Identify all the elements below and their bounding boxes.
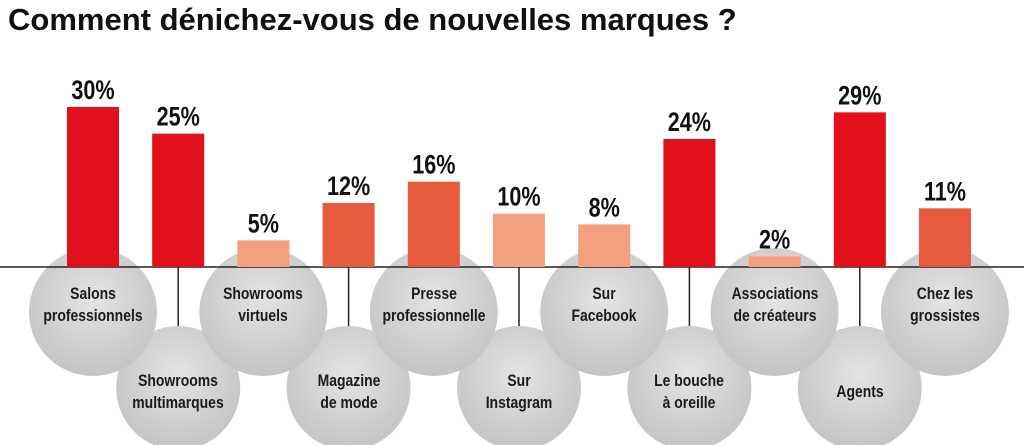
category-label: Magazine de mode bbox=[317, 371, 380, 412]
category-circle bbox=[29, 248, 157, 376]
category-label: Agents bbox=[836, 382, 884, 401]
bar bbox=[663, 139, 716, 267]
category-label: Salons professionnels bbox=[43, 284, 143, 325]
category-circle bbox=[369, 248, 498, 376]
category-label: Showrooms multimarques bbox=[132, 371, 224, 412]
category-circle bbox=[286, 326, 411, 445]
category-circle bbox=[540, 248, 669, 376]
category-circle bbox=[627, 326, 752, 445]
category-circle bbox=[881, 248, 1009, 376]
category-circle bbox=[797, 326, 922, 445]
value-label: 25% bbox=[157, 102, 200, 132]
category-label: Showrooms virtuels bbox=[223, 284, 304, 325]
value-label: 30% bbox=[71, 76, 114, 106]
bar bbox=[493, 213, 545, 267]
value-label: 11% bbox=[924, 177, 966, 207]
value-label: 16% bbox=[412, 150, 455, 180]
category-label: Chez les grossistes bbox=[910, 284, 980, 325]
bar bbox=[322, 203, 375, 267]
value-label: 5% bbox=[248, 209, 279, 239]
category-circle bbox=[710, 248, 839, 376]
category-label: Sur Instagram bbox=[485, 371, 553, 412]
chart-title: Comment dénichez-vous de nouvelles marqu… bbox=[8, 2, 737, 37]
bar bbox=[919, 208, 971, 267]
bar bbox=[237, 240, 290, 267]
bar bbox=[407, 181, 460, 267]
bar bbox=[152, 133, 205, 267]
category-circle bbox=[116, 326, 241, 445]
bar bbox=[833, 112, 886, 267]
bar bbox=[748, 256, 801, 267]
category-label: Sur Facebook bbox=[571, 284, 637, 325]
value-label: 24% bbox=[668, 108, 711, 138]
bar bbox=[578, 224, 631, 267]
category-label: Associations de créateurs bbox=[731, 284, 818, 325]
category-label: Le bouche à oreille bbox=[654, 371, 725, 412]
value-label: 12% bbox=[327, 172, 370, 202]
category-circle bbox=[457, 326, 581, 445]
category-label: Presse professionnelle bbox=[382, 284, 486, 325]
bar bbox=[67, 107, 119, 267]
value-label: 29% bbox=[838, 81, 881, 111]
category-circle bbox=[199, 248, 328, 376]
value-label: 10% bbox=[497, 182, 540, 212]
value-label: 2% bbox=[759, 225, 790, 255]
value-label: 8% bbox=[589, 193, 620, 223]
